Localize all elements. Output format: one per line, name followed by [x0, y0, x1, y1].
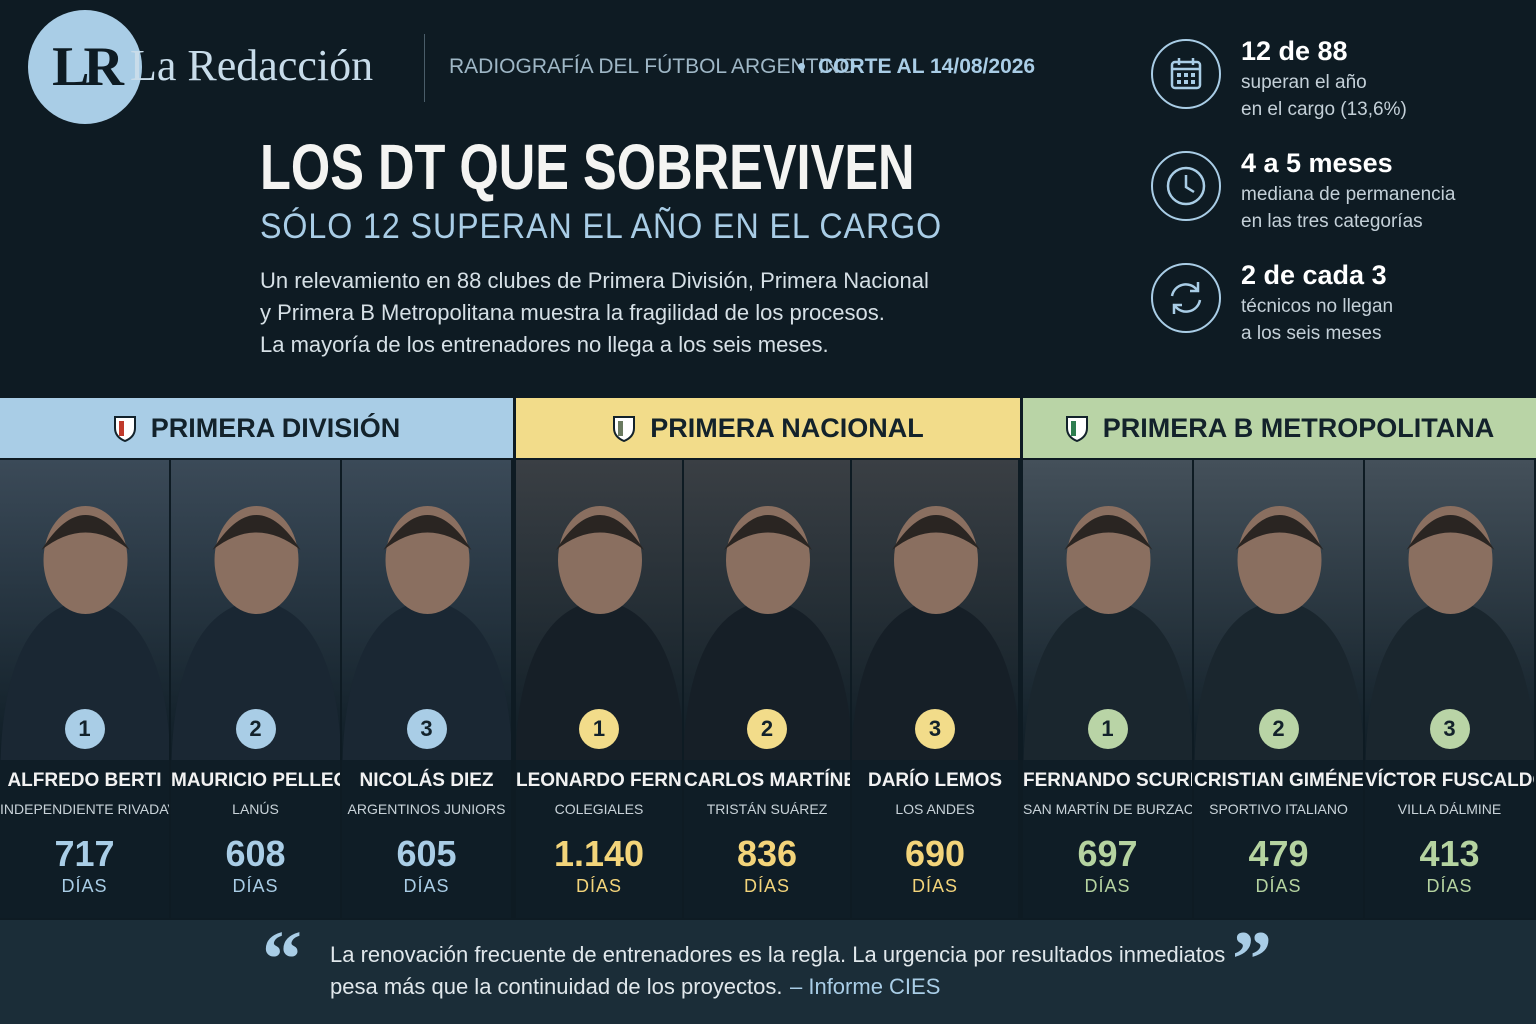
stat-headline: 4 a 5 meses	[1241, 148, 1393, 178]
stat-headline: 2 de cada 3	[1241, 260, 1387, 290]
stat-icon	[1150, 262, 1222, 339]
days-unit: DÍAS	[575, 876, 622, 896]
club-name: INDEPENDIENTE RIVADAVIA	[0, 801, 169, 817]
division-header: PRIMERA DIVISIÓN	[0, 398, 513, 458]
quote-line: pesa más que la continuidad de los proye…	[330, 974, 783, 999]
quote-band	[0, 920, 1536, 1024]
days-unit: DÍAS	[911, 876, 958, 896]
stat-headline: 12 de 88	[1241, 36, 1348, 66]
days-value: 413	[1419, 833, 1480, 874]
days-unit: DÍAS	[1084, 876, 1131, 896]
subtitle: SÓLO 12 SUPERAN EL AÑO EN EL CARGO	[260, 207, 943, 246]
kicker: RADIOGRAFÍA DEL FÚTBOL ARGENTINO	[449, 55, 856, 78]
rank-badge: 1	[64, 709, 105, 749]
division-name: PRIMERA DIVISIÓN	[150, 412, 401, 443]
division-header: PRIMERA B METROPOLITANA	[1023, 398, 1536, 458]
rank-badge: 1	[1087, 709, 1128, 749]
quote-line: La renovación frecuente de entrenadores …	[330, 942, 1226, 967]
coach-name: MAURICIO PELLEGRINO	[171, 770, 340, 791]
rank-badge: 3	[406, 709, 447, 749]
club-name: SAN MARTÍN DE BURZACO	[1023, 801, 1192, 817]
division-name: PRIMERA B METROPOLITANA	[1102, 412, 1495, 443]
club-name: TRISTÁN SUÁREZ	[706, 801, 828, 817]
stat-text: en las tres categorías	[1241, 211, 1423, 232]
stat-icon-graphic	[1151, 151, 1221, 221]
intro-line: La mayoría de los entrenadores no llega …	[260, 332, 829, 357]
days-value: 717	[54, 833, 115, 874]
days-value: 836	[736, 833, 798, 874]
days-value: 690	[904, 833, 966, 874]
quote-close: ”	[1232, 916, 1272, 1004]
rank-badge: 2	[1258, 709, 1299, 749]
coach-card: 2 CRISTIAN GIMÉNEZ SPORTIVO ITALIANO 479 DÍA…	[1194, 460, 1363, 918]
days-value: 697	[1077, 833, 1138, 874]
days-value: 605	[396, 833, 457, 874]
coach-name: VÍCTOR FUSCALDO	[1365, 770, 1534, 791]
logo: LR	[28, 10, 142, 124]
shield-icon	[613, 416, 636, 442]
coach-name: CARLOS MARTÍNEZ	[684, 770, 850, 791]
days-unit: DÍAS	[1426, 876, 1473, 896]
quote-open: “	[262, 916, 302, 1004]
stat-icon-graphic	[1151, 263, 1221, 333]
coach-card: 3 DARÍO LEMOS LOS ANDES 690 DÍAS	[852, 460, 1018, 918]
quote-source: – Informe CIES	[790, 974, 941, 999]
divider	[424, 34, 425, 102]
stat-icon	[1150, 38, 1222, 115]
stat-text: en el cargo (13,6%)	[1241, 99, 1407, 120]
days-unit: DÍAS	[403, 876, 450, 896]
division-name: PRIMERA NACIONAL	[650, 412, 924, 443]
intro-line: Un relevamiento en 88 clubes de Primera …	[260, 268, 929, 293]
intro-line: y Primera B Metropolitana muestra la fra…	[260, 300, 885, 325]
division-header: PRIMERA NACIONAL	[516, 398, 1020, 458]
coach-name: ALFREDO BERTI	[7, 770, 162, 791]
coach-name: FERNANDO SCURNIK	[1023, 770, 1192, 791]
coach-card: 1 FERNANDO SCURNIK SAN MARTÍN DE BURZACO 69…	[1023, 460, 1192, 918]
coach-name: CRISTIAN GIMÉNEZ	[1194, 770, 1363, 791]
days-unit: DÍAS	[232, 876, 279, 896]
brand: La Redacción	[130, 41, 374, 90]
coach-name: DARÍO LEMOS	[867, 770, 1003, 791]
club-name: COLEGIALES	[554, 801, 644, 817]
coach-card: 3 NICOLÁS DIEZ ARGENTINOS JUNIORS 605 DÍAS	[342, 460, 511, 918]
coach-photo	[1194, 460, 1363, 765]
coach-card: 3 VÍCTOR FUSCALDO VILLA DÁLMINE 413 DÍAS	[1365, 460, 1534, 918]
club-name: VILLA DÁLMINE	[1397, 801, 1502, 817]
stat-icon	[1150, 150, 1222, 227]
club-name: LOS ANDES	[895, 801, 975, 817]
title: LOS DT QUE SOBREVIVEN	[260, 131, 915, 203]
stat-text: a los seis meses	[1241, 323, 1382, 344]
stat-text: superan el año	[1241, 72, 1367, 93]
days-value: 608	[225, 833, 286, 874]
days-unit: DÍAS	[1255, 876, 1302, 896]
date: CORTE AL 14/08/2026	[818, 55, 1036, 78]
coach-card: 1 ALFREDO BERTI INDEPENDIENTE RIVADAVIA 717…	[0, 460, 169, 918]
rank-badge: 3	[1429, 709, 1470, 749]
coach-photo-graphic	[1194, 460, 1363, 760]
rank-badge: 3	[915, 709, 955, 749]
stat-icon-graphic	[1151, 39, 1221, 109]
days-unit: DÍAS	[61, 876, 108, 896]
days-unit: DÍAS	[743, 876, 790, 896]
club-name: ARGENTINOS JUNIORS	[347, 801, 506, 817]
shield-icon	[113, 416, 136, 442]
separator-dot	[798, 63, 805, 70]
coach-name: NICOLÁS DIEZ	[359, 770, 494, 791]
club-name: LANÚS	[232, 801, 279, 817]
club-name: SPORTIVO ITALIANO	[1209, 801, 1348, 817]
coach-name: LEONARDO FERNÁNDEZ	[516, 770, 682, 791]
stat-text: técnicos no llegan	[1241, 296, 1394, 317]
rank-badge: 2	[747, 709, 787, 749]
rank-badge: 1	[579, 709, 619, 749]
days-value: 479	[1248, 833, 1309, 874]
rank-badge: 2	[235, 709, 276, 749]
coach-card: 2 CARLOS MARTÍNEZ TRISTÁN SUÁREZ 836 DÍAS	[684, 460, 850, 918]
stat-text: mediana de permanencia	[1241, 184, 1456, 205]
days-value: 1.140	[553, 833, 645, 874]
shield-icon	[1065, 416, 1088, 442]
